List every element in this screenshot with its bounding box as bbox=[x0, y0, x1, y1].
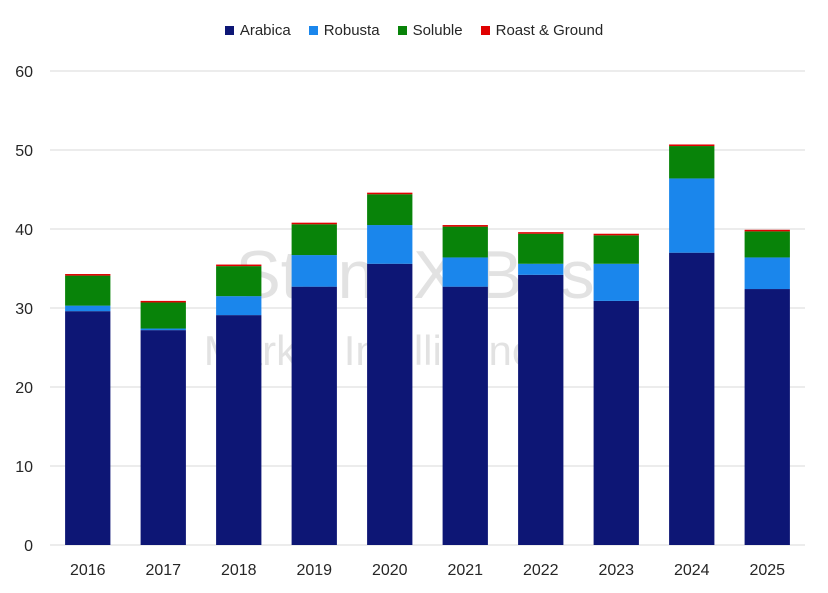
bar-robusta-2022 bbox=[518, 263, 564, 275]
y-axis-ticks: 0 10 20 30 40 50 60 bbox=[15, 64, 33, 555]
bar-roast-ground-2022 bbox=[518, 232, 564, 234]
legend-label-robusta: Robusta bbox=[323, 21, 380, 39]
x-tick-label-2019: 2019 bbox=[296, 562, 332, 579]
bar-arabica-2020 bbox=[367, 263, 413, 545]
legend-item-soluble: Soluble bbox=[397, 21, 463, 39]
bar-soluble-2025 bbox=[744, 231, 790, 258]
bar-soluble-2017 bbox=[140, 302, 186, 329]
bar-arabica-2017 bbox=[140, 330, 186, 545]
bar-soluble-2019 bbox=[291, 224, 337, 256]
x-tick-label-2024: 2024 bbox=[674, 562, 710, 579]
bar-roast-ground-2024 bbox=[669, 144, 715, 147]
bar-robusta-2020 bbox=[367, 225, 413, 264]
bar-roast-ground-2023 bbox=[593, 233, 639, 236]
bar-roast-ground-2020 bbox=[367, 192, 413, 195]
bar-soluble-2024 bbox=[669, 146, 715, 179]
bar-arabica-2021 bbox=[442, 286, 488, 545]
legend-label-arabica: Arabica bbox=[239, 21, 291, 39]
legend-swatch-arabica bbox=[224, 25, 234, 35]
bar-roast-ground-2025 bbox=[744, 229, 790, 232]
y-tick-label-0: 0 bbox=[24, 538, 33, 555]
x-tick-label-2023: 2023 bbox=[598, 562, 634, 579]
x-tick-label-2021: 2021 bbox=[447, 562, 483, 579]
legend-label-soluble: Soluble bbox=[412, 21, 463, 39]
legend-swatch-robusta bbox=[308, 25, 318, 35]
bar-arabica-2023 bbox=[593, 300, 639, 545]
y-tick-label-50: 50 bbox=[15, 143, 33, 160]
x-tick-label-2016: 2016 bbox=[70, 562, 106, 579]
legend-item-arabica: Arabica bbox=[224, 21, 291, 39]
y-tick-label-40: 40 bbox=[15, 222, 33, 239]
y-tick-label-20: 20 bbox=[15, 380, 33, 397]
y-tick-label-30: 30 bbox=[15, 301, 33, 318]
legend-swatch-roast-ground bbox=[480, 25, 490, 35]
legend-item-robusta: Robusta bbox=[308, 21, 380, 39]
bar-arabica-2025 bbox=[744, 289, 790, 545]
bar-arabica-2016 bbox=[65, 311, 111, 545]
bar-roast-ground-2018 bbox=[216, 264, 262, 267]
bar-robusta-2025 bbox=[744, 257, 790, 290]
legend-swatch-soluble bbox=[397, 25, 407, 35]
x-tick-label-2018: 2018 bbox=[221, 562, 257, 579]
legend-item-roast-ground: Roast & Ground bbox=[480, 21, 604, 39]
bar-arabica-2018 bbox=[216, 315, 262, 545]
bar-soluble-2021 bbox=[442, 226, 488, 258]
bar-arabica-2024 bbox=[669, 252, 715, 545]
bar-soluble-2016 bbox=[65, 275, 111, 306]
bar-robusta-2021 bbox=[442, 257, 488, 287]
bar-robusta-2019 bbox=[291, 255, 337, 287]
x-tick-label-2017: 2017 bbox=[145, 562, 181, 579]
bar-robusta-2018 bbox=[216, 296, 262, 316]
legend-label-roast-ground: Roast & Ground bbox=[495, 21, 604, 39]
bar-soluble-2018 bbox=[216, 266, 262, 297]
legend: Arabica Robusta Soluble Roast & Ground bbox=[0, 18, 828, 42]
bar-soluble-2020 bbox=[367, 194, 413, 226]
bar-arabica-2022 bbox=[518, 274, 564, 545]
y-tick-label-60: 60 bbox=[15, 64, 33, 81]
bar-roast-ground-2019 bbox=[291, 222, 337, 225]
y-tick-label-10: 10 bbox=[15, 459, 33, 476]
bar-roast-ground-2021 bbox=[442, 225, 488, 227]
bar-robusta-2017 bbox=[140, 328, 186, 331]
x-axis-ticks: 2016 2017 2018 2019 2020 2021 2022 2023 2024 2025 bbox=[70, 562, 785, 579]
x-tick-label-2025: 2025 bbox=[749, 562, 785, 579]
bar-arabica-2019 bbox=[291, 286, 337, 545]
bar-roast-ground-2017 bbox=[140, 300, 186, 303]
bar-soluble-2023 bbox=[593, 235, 639, 264]
bar-robusta-2023 bbox=[593, 263, 639, 301]
bar-robusta-2024 bbox=[669, 178, 715, 253]
bars bbox=[65, 144, 790, 545]
bar-roast-ground-2016 bbox=[65, 274, 111, 276]
bar-soluble-2022 bbox=[518, 233, 564, 264]
x-tick-label-2022: 2022 bbox=[523, 562, 559, 579]
x-tick-label-2020: 2020 bbox=[372, 562, 408, 579]
bar-robusta-2016 bbox=[65, 305, 111, 312]
